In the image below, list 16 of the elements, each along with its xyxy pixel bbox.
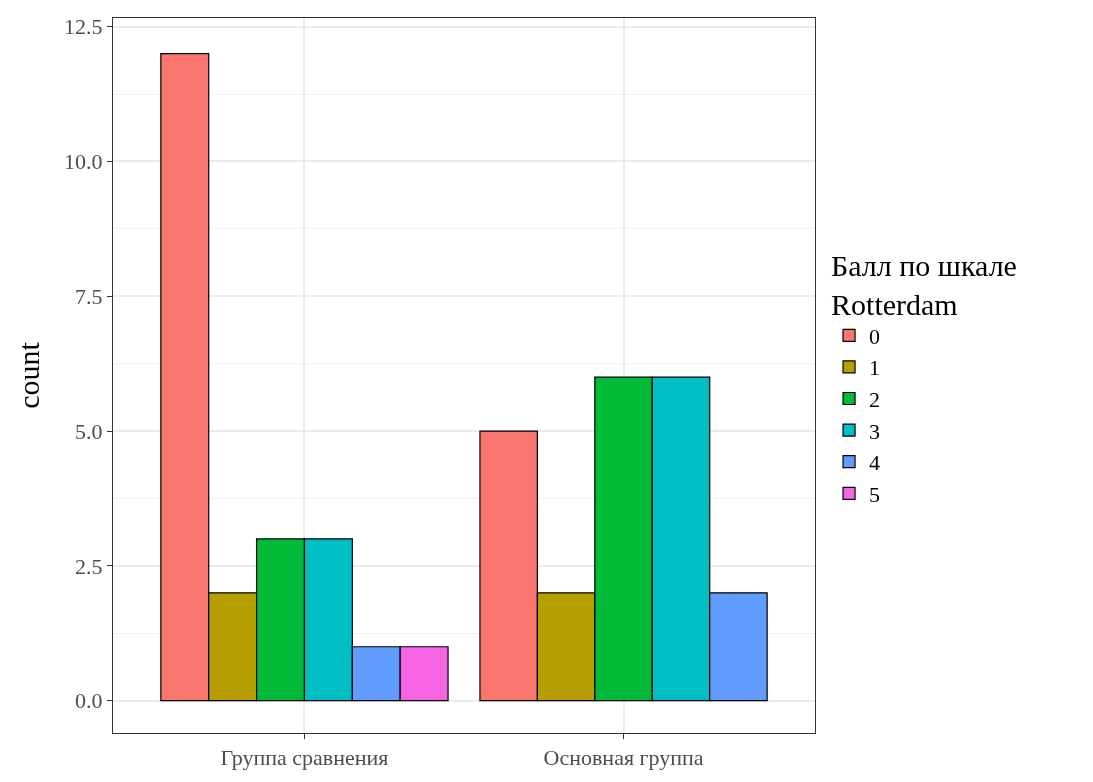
y-tick-label: 12.5 <box>64 14 103 40</box>
legend-label: 3 <box>869 418 881 444</box>
y-tick-label: 7.5 <box>75 283 103 309</box>
y-axis-title: count <box>12 341 46 409</box>
y-tick-label: 2.5 <box>75 553 103 579</box>
legend-label: 0 <box>869 323 881 349</box>
y-tick-label: 10.0 <box>64 149 103 175</box>
x-tick-label: Группа сравнения <box>220 745 389 771</box>
legend-title: Балл по шкале Rotterdam <box>831 248 1017 321</box>
legend-label: 4 <box>869 450 881 476</box>
legend-label: 2 <box>869 387 881 413</box>
legend-label: 1 <box>869 355 881 381</box>
y-tick-label: 0.0 <box>75 688 103 714</box>
y-tick-label: 5.0 <box>75 418 103 444</box>
legend-label: 5 <box>869 481 881 507</box>
x-tick-label: Основная группа <box>543 745 704 771</box>
